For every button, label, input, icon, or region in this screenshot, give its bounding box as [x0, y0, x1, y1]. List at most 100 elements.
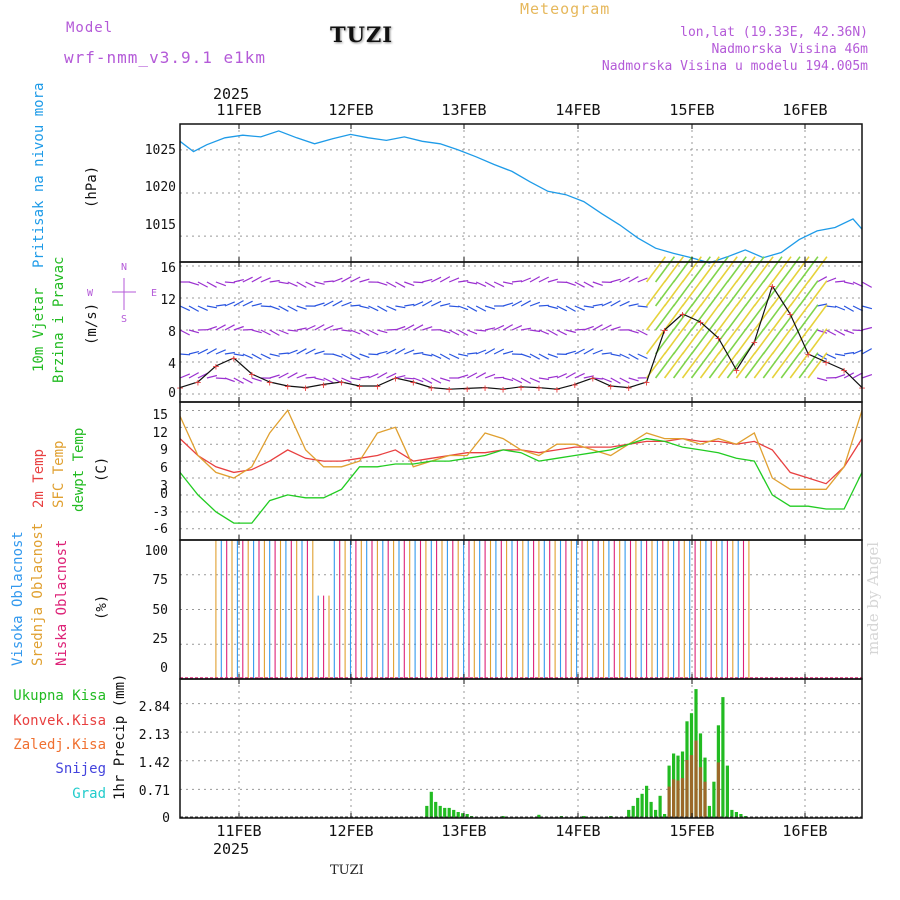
temp-tick-0: 0 — [160, 487, 168, 502]
wind-barb-r0-h82 — [547, 278, 558, 283]
precip-bar-21 — [649, 801, 653, 818]
wind-barb-r0-h8 — [215, 281, 227, 287]
wind-barb-r0-h56 — [431, 276, 442, 283]
wind-barb-r4-h132 — [771, 352, 792, 379]
precip-bar-20 — [645, 785, 649, 818]
wind-barb-r3-h82 — [547, 353, 558, 358]
wind-barb-r1-h6 — [206, 305, 218, 309]
wind-barb-r2-h82 — [547, 329, 558, 336]
precip-bar-4 — [443, 807, 447, 818]
wind-barb-r0-h44 — [377, 281, 388, 286]
precip-frame — [179, 678, 863, 819]
wind-barb-r1-h10 — [224, 301, 235, 307]
wind-barb-r1-h152 — [861, 305, 873, 310]
wind-barb-r0-h128 — [753, 256, 774, 283]
wind-barb-r0-h86 — [565, 281, 576, 286]
wind-barb-r0-h48 — [395, 281, 406, 288]
wind-barb-r4-h54 — [422, 377, 433, 384]
wind-gust-marker-36: + — [823, 356, 830, 369]
wind-barb-r0-h112 — [681, 256, 702, 283]
wind-barb-r2-h0 — [179, 329, 190, 336]
wind-barb-r3-h30 — [314, 350, 325, 355]
wind-barb-r1-h98 — [619, 300, 630, 307]
altitude-label: Nadmorska Visina 46m — [711, 42, 868, 57]
wind-barb-r3-h52 — [413, 352, 424, 355]
wind-barb-r0-h64 — [467, 281, 478, 285]
wind-barb-r3-h144 — [825, 353, 837, 359]
wind-gust-marker-20: + — [536, 382, 543, 395]
wind-barb-r4-h122 — [726, 352, 747, 379]
wind-barb-r4-h58 — [440, 377, 451, 382]
wind-barb-r1-h4 — [197, 305, 208, 311]
wind-barb-r1-h34 — [332, 300, 343, 307]
wind-barb-r1-h146 — [834, 305, 846, 311]
wind-barb-r0-h98 — [619, 276, 630, 283]
wind-barb-r4-h14 — [242, 377, 253, 384]
wind-barb-r0-h78 — [529, 276, 540, 283]
wind-barb-r2-h50 — [404, 324, 415, 331]
temp-ylabel-1: 2m Temp — [31, 449, 47, 508]
wind-gust-marker-25: + — [625, 382, 632, 395]
wind-barb-r0-h30 — [314, 281, 325, 285]
wind-barb-r4-h120 — [717, 352, 738, 379]
day-label-top-1: 12FEB — [328, 101, 373, 119]
wind-barb-r0-h46 — [386, 281, 397, 288]
wind-barb-r2-h132 — [771, 304, 792, 331]
wind-barb-r0-h122 — [726, 256, 747, 283]
model-name: wrf-nmm_v3.9.1 e1km — [64, 48, 267, 67]
wind-barb-r0-h72 — [502, 281, 514, 285]
temp-tick-15: 15 — [152, 408, 168, 423]
wind-barb-r0-h4 — [197, 281, 208, 288]
wind-barb-r2-h16 — [251, 329, 262, 334]
wind-barb-r4-h44 — [377, 372, 388, 379]
wind-unit: (m/s) — [84, 303, 100, 345]
temp-ylabel-2: SFC Temp — [51, 441, 67, 508]
wind-barb-r3-h0 — [179, 353, 191, 356]
wind-barb-r2-h48 — [395, 325, 406, 331]
wind-barb-r3-h92 — [592, 349, 603, 355]
temp-line-2 — [179, 437, 863, 524]
wind-gust-marker-1: + — [195, 376, 202, 389]
wind-barb-r4-h98 — [619, 377, 630, 384]
wind-barb-r2-h68 — [484, 327, 496, 331]
pressure-ylabel: Pritisak na nivou mora — [31, 83, 47, 268]
pressure-tick-1020: 1020 — [145, 180, 176, 195]
conv-precip-bar-27 — [676, 780, 680, 818]
wind-barb-r0-h36 — [341, 276, 352, 283]
temp-unit: (C) — [94, 457, 110, 482]
wind-barb-r0-h130 — [762, 256, 783, 283]
wind-barb-r0-h108 — [663, 256, 684, 283]
wind-gust-marker-6: + — [284, 380, 291, 393]
wind-barb-r2-h40 — [359, 329, 370, 336]
cloud-tick-50: 50 — [152, 603, 168, 618]
wind-barb-r2-h70 — [493, 324, 505, 331]
cloud-tick-75: 75 — [152, 573, 168, 588]
precip-tick-071: 0.71 — [139, 784, 170, 799]
wind-barb-r3-h104 — [645, 328, 667, 355]
wind-barb-r1-h124 — [735, 280, 756, 307]
wind-barb-r4-h80 — [538, 377, 549, 381]
wind-barb-r0-h90 — [583, 281, 594, 288]
wind-barb-r4-h74 — [511, 377, 523, 384]
wind-barb-r2-h60 — [448, 329, 460, 336]
wind-barb-r3-h70 — [493, 348, 505, 355]
wind-barb-r2-h90 — [583, 325, 594, 331]
cloud-tick-25: 25 — [152, 632, 168, 647]
compass-w: W — [87, 288, 94, 299]
pressure-tick-1015: 1015 — [145, 218, 176, 233]
wind-barb-r0-h62 — [458, 280, 469, 283]
wind-barb-r3-h64 — [467, 352, 478, 355]
wind-barb-r2-h110 — [672, 304, 693, 331]
wind-barb-r0-h118 — [708, 256, 729, 283]
wind-barb-r3-h36 — [341, 353, 352, 360]
wind-barb-r2-h8 — [215, 324, 226, 331]
wind-gust-marker-31: + — [733, 364, 740, 377]
precip-bar-37 — [721, 697, 725, 818]
precip-bar-3 — [438, 805, 442, 818]
wind-gust-marker-24: + — [607, 380, 614, 393]
wind-barb-r3-h54 — [422, 353, 433, 357]
wind-barb-r0-h144 — [825, 277, 837, 283]
wind-barb-r0-h152 — [861, 281, 872, 288]
wind-tick-4: 4 — [168, 357, 176, 372]
wind-barb-r3-h140 — [807, 328, 828, 355]
